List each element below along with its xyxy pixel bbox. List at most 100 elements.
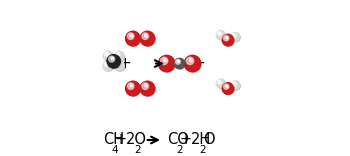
Circle shape: [140, 81, 155, 96]
Text: +: +: [119, 56, 131, 71]
Text: O: O: [203, 132, 215, 147]
Circle shape: [115, 52, 120, 57]
Circle shape: [160, 57, 168, 65]
Circle shape: [111, 57, 113, 60]
Circle shape: [125, 31, 141, 46]
Circle shape: [177, 60, 180, 62]
Circle shape: [230, 80, 240, 90]
Circle shape: [130, 34, 133, 37]
Circle shape: [233, 83, 235, 84]
Circle shape: [219, 32, 220, 34]
Circle shape: [226, 37, 228, 39]
Circle shape: [116, 62, 125, 71]
Circle shape: [216, 78, 226, 88]
Circle shape: [142, 33, 155, 46]
Circle shape: [108, 56, 115, 62]
Circle shape: [130, 84, 133, 87]
Circle shape: [106, 63, 108, 65]
Circle shape: [233, 34, 235, 36]
Circle shape: [108, 56, 121, 68]
Circle shape: [117, 63, 119, 65]
Circle shape: [160, 57, 175, 72]
Circle shape: [127, 83, 134, 89]
Circle shape: [114, 60, 125, 71]
Circle shape: [217, 31, 222, 36]
Circle shape: [222, 82, 235, 95]
Circle shape: [217, 32, 226, 40]
Circle shape: [232, 82, 240, 90]
Circle shape: [125, 81, 141, 96]
Circle shape: [216, 30, 226, 40]
Circle shape: [103, 60, 113, 71]
Circle shape: [222, 82, 235, 95]
Circle shape: [114, 51, 125, 62]
Circle shape: [184, 55, 201, 72]
Circle shape: [186, 57, 194, 65]
Text: 2H: 2H: [191, 132, 211, 147]
Text: +: +: [114, 132, 127, 147]
Circle shape: [127, 83, 141, 96]
Circle shape: [226, 85, 228, 87]
Circle shape: [224, 84, 235, 95]
Circle shape: [163, 59, 167, 62]
Circle shape: [127, 33, 141, 46]
Circle shape: [104, 62, 113, 71]
Circle shape: [142, 83, 148, 89]
Circle shape: [106, 54, 121, 68]
Circle shape: [175, 59, 185, 69]
Circle shape: [117, 53, 119, 55]
Circle shape: [216, 78, 226, 88]
Text: 2: 2: [134, 145, 141, 155]
Circle shape: [114, 51, 125, 62]
Circle shape: [104, 52, 114, 62]
Circle shape: [103, 60, 113, 71]
Circle shape: [106, 53, 108, 55]
Text: 2: 2: [199, 145, 206, 155]
Circle shape: [127, 33, 134, 39]
Circle shape: [104, 52, 109, 57]
Circle shape: [224, 35, 229, 41]
Circle shape: [189, 59, 192, 62]
Circle shape: [217, 80, 226, 88]
Circle shape: [186, 57, 201, 72]
Circle shape: [125, 31, 141, 46]
Text: 2: 2: [176, 145, 183, 155]
Text: +: +: [193, 56, 205, 71]
Circle shape: [184, 55, 201, 72]
Circle shape: [224, 36, 235, 46]
Circle shape: [142, 33, 148, 39]
Circle shape: [145, 34, 147, 37]
Circle shape: [174, 58, 185, 69]
Circle shape: [145, 84, 147, 87]
Circle shape: [103, 51, 114, 62]
Text: 2O: 2O: [126, 132, 147, 147]
Circle shape: [174, 58, 185, 69]
Circle shape: [116, 62, 120, 66]
Circle shape: [232, 33, 236, 37]
Text: CO: CO: [167, 132, 189, 147]
Circle shape: [106, 54, 121, 68]
Circle shape: [222, 34, 235, 46]
Circle shape: [104, 62, 108, 66]
Circle shape: [140, 31, 155, 46]
Circle shape: [114, 60, 125, 71]
Circle shape: [230, 32, 240, 42]
Text: CH: CH: [103, 132, 124, 147]
Circle shape: [115, 52, 125, 62]
Circle shape: [140, 81, 155, 96]
Circle shape: [219, 81, 220, 82]
Circle shape: [224, 84, 229, 89]
Circle shape: [230, 32, 240, 42]
Circle shape: [232, 33, 240, 42]
Circle shape: [216, 30, 226, 40]
Circle shape: [103, 51, 114, 62]
Circle shape: [158, 55, 175, 72]
Circle shape: [175, 59, 180, 64]
Text: 4: 4: [112, 145, 118, 155]
Circle shape: [158, 55, 175, 72]
Circle shape: [222, 34, 235, 46]
Circle shape: [230, 80, 240, 90]
Text: +: +: [180, 132, 192, 147]
Circle shape: [142, 83, 155, 96]
Circle shape: [217, 80, 222, 84]
